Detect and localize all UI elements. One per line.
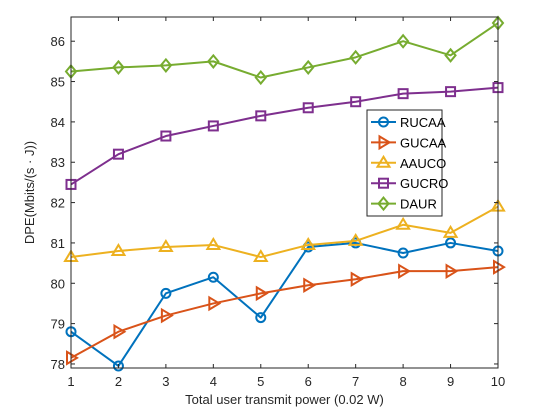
y-tick-label: 84 (51, 115, 65, 130)
x-tick-label: 1 (67, 374, 74, 389)
data-point-rucaa (397, 247, 409, 259)
data-point-gucro (112, 148, 124, 160)
legend-label-aauco: AAUCO (400, 156, 446, 171)
data-point-daur (112, 59, 125, 75)
y-tick-label: 85 (51, 75, 65, 90)
data-point-gucaa (445, 263, 459, 279)
data-point-gucaa (208, 295, 222, 312)
data-point-rucaa (207, 271, 219, 283)
data-point-gucaa (255, 285, 269, 302)
plot-border (70, 16, 499, 369)
legend-marker-aauco (375, 154, 392, 168)
x-tick-label: 10 (491, 374, 505, 389)
data-point-rucaa (445, 237, 457, 249)
legend-label-daur: DAUR (400, 197, 437, 212)
legend-marker-gucro (378, 177, 389, 189)
series-line-daur (70, 22, 499, 79)
y-tick-label: 79 (51, 317, 65, 332)
data-point-gucaa (303, 277, 317, 294)
series-line-gucaa (70, 266, 499, 359)
data-point-aauco (395, 216, 411, 230)
data-point-rucaa (160, 287, 172, 299)
data-point-gucro (350, 96, 362, 108)
data-point-daur (301, 59, 315, 75)
data-point-gucro (397, 88, 409, 100)
data-point-daur (159, 57, 173, 73)
y-tick-label: 80 (51, 276, 65, 291)
series-line-aauco (70, 205, 499, 259)
y-tick-label: 83 (51, 155, 65, 170)
x-tick-label: 4 (210, 374, 217, 389)
legend-marker-daur (377, 196, 390, 212)
legend: RUCAA GUCAA AAUCO GUCRO DAUR (366, 109, 448, 217)
data-point-gucaa (160, 307, 174, 324)
data-point-rucaa (255, 312, 267, 324)
data-point-gucro (445, 86, 457, 98)
data-point-gucro (207, 120, 219, 132)
legend-marker-rucaa (378, 116, 389, 128)
legend-marker-gucaa (378, 134, 392, 151)
x-tick-label: 8 (399, 374, 406, 389)
x-tick-label: 5 (257, 374, 264, 389)
series-line-rucaa (70, 241, 499, 367)
data-point-rucaa (112, 360, 124, 372)
data-point-aauco (253, 249, 269, 263)
legend-label-rucaa: RUCAA (400, 115, 446, 130)
y-tick-label: 78 (51, 357, 65, 372)
x-tick-label: 9 (447, 374, 454, 389)
data-point-daur (254, 69, 268, 86)
y-tick-label: 81 (51, 236, 65, 251)
data-point-gucaa (493, 259, 506, 275)
y-axis-title: DPE(Mbits/(s · J)) (22, 141, 37, 244)
y-tick-label: 82 (51, 196, 65, 211)
y-tick-label: 86 (51, 34, 65, 49)
x-tick-label: 7 (352, 374, 359, 389)
data-point-aauco (347, 232, 364, 246)
x-tick-label: 3 (162, 374, 169, 389)
legend-label-gucro: GUCRO (400, 176, 448, 191)
data-point-aauco (205, 237, 222, 250)
data-point-gucro (160, 130, 172, 142)
data-point-aauco (442, 224, 459, 238)
legend-label-gucaa: GUCAA (400, 135, 447, 150)
data-point-daur (444, 47, 457, 63)
data-point-gucaa (113, 323, 127, 340)
x-axis-title: Total user transmit power (0.02 W) (185, 392, 384, 407)
data-point-aauco (110, 243, 127, 256)
data-point-daur (207, 53, 220, 69)
data-point-gucaa (66, 350, 79, 366)
data-point-gucro (255, 110, 267, 122)
series-line-gucro (70, 86, 499, 186)
data-point-gucro (302, 102, 314, 114)
x-tick-label: 6 (305, 374, 312, 389)
series-gucaa (66, 259, 506, 366)
data-point-daur (396, 33, 410, 49)
data-point-gucaa (398, 263, 412, 279)
data-point-gucaa (350, 271, 364, 288)
data-point-aauco (300, 237, 316, 250)
x-tick-label: 2 (115, 374, 122, 389)
data-point-daur (349, 49, 362, 65)
data-point-aauco (158, 239, 174, 252)
